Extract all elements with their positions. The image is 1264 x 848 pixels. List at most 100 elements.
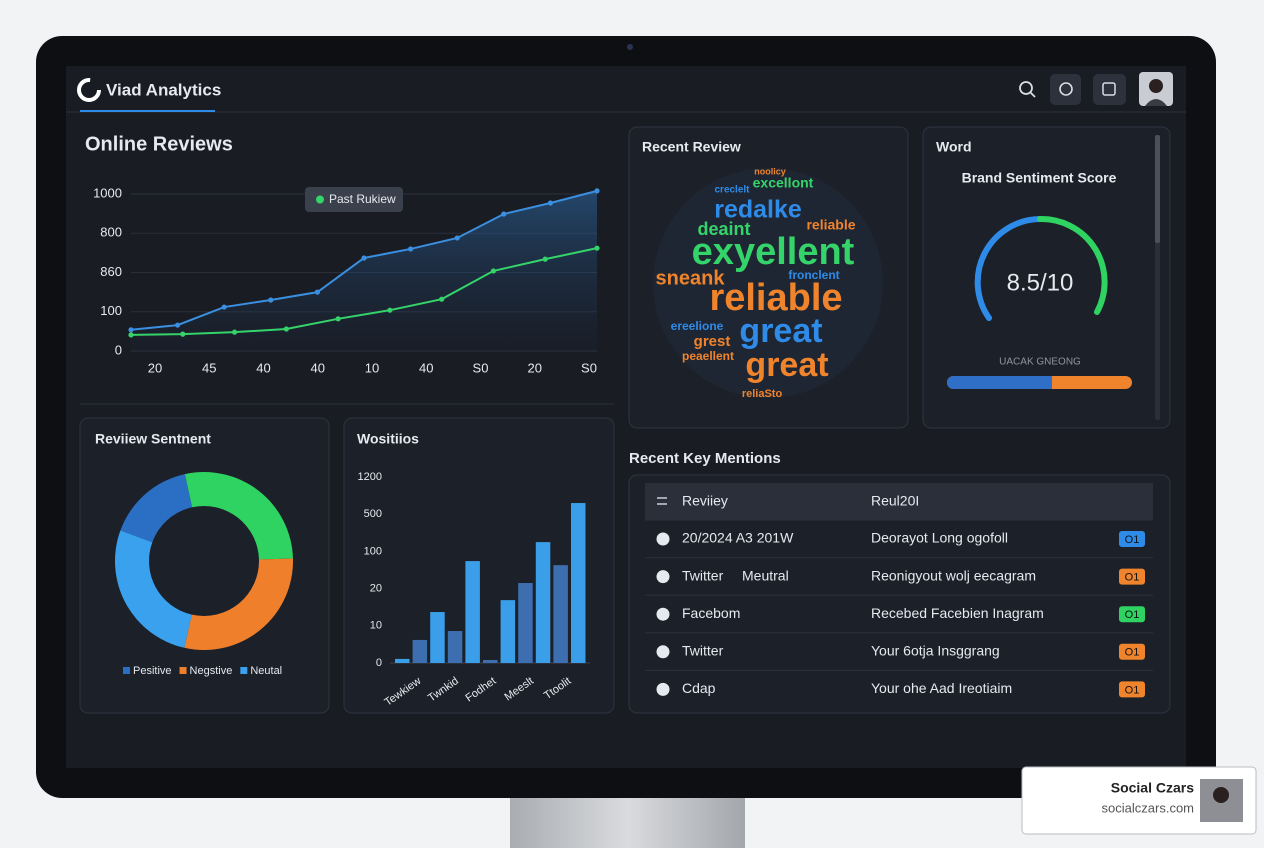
point <box>490 268 497 274</box>
point <box>547 200 554 206</box>
word: grest <box>694 333 731 350</box>
table-rows: 20/2024 A3 201W Deorayot Long ogofoll O1 Tw… <box>645 519 1153 698</box>
badge[interactable] <box>1119 606 1145 623</box>
column-header: Reul20I <box>871 493 919 509</box>
word: great <box>745 346 828 384</box>
section-title: Recent Key Mentions <box>629 450 781 467</box>
badge[interactable] <box>1119 681 1145 698</box>
progress-fill <box>947 376 1052 389</box>
word: excellont <box>753 175 814 191</box>
badge-label: O1 <box>1125 609 1140 621</box>
notification-button[interactable] <box>1093 74 1126 105</box>
gauge-caption: UACAK GNEONG <box>999 357 1081 368</box>
camera <box>627 44 633 50</box>
donut-segment <box>184 558 293 650</box>
bar <box>553 565 568 663</box>
source-icon <box>656 645 670 659</box>
point <box>387 307 393 313</box>
legend-swatch <box>123 667 130 674</box>
bar <box>430 612 445 663</box>
scrollbar-thumb[interactable] <box>1155 135 1160 243</box>
avatar[interactable] <box>1139 72 1173 106</box>
word-cloud-backdrop <box>653 168 883 398</box>
badge-label: O1 <box>1125 572 1140 584</box>
gauge-arc <box>1037 215 1108 315</box>
watermark-brand: Social Czars <box>1111 780 1194 796</box>
donut-segment <box>120 474 193 543</box>
point <box>175 322 181 328</box>
word: sneank <box>656 267 726 289</box>
mention-text: Deorayot Long ogofoll <box>871 530 1008 546</box>
panel-title: Word <box>936 139 972 155</box>
x-tick-label: S0 <box>473 360 489 375</box>
source: 20/2024 A3 201W <box>682 530 794 546</box>
badge[interactable] <box>1119 568 1145 585</box>
source-icon <box>656 570 670 584</box>
donut-chart: Pesitive Negstive Neutal <box>114 472 293 677</box>
point <box>231 329 238 335</box>
panel-title: Recent Review <box>642 139 741 155</box>
gauge-subtitle: Brand Sentiment Score <box>962 170 1117 186</box>
word: deaint <box>697 219 750 239</box>
search-button[interactable] <box>1019 81 1036 98</box>
point <box>180 331 186 337</box>
source-icon <box>656 607 670 621</box>
y-tick-label: 100 <box>100 303 122 318</box>
line <box>130 247 598 336</box>
badge[interactable] <box>1119 531 1145 547</box>
status: Meutral <box>742 567 789 583</box>
point <box>542 256 548 262</box>
y-tick-label: 860 <box>100 264 122 279</box>
menu-icon[interactable] <box>657 497 667 505</box>
point <box>335 316 341 322</box>
x-tick-label: S0 <box>581 360 597 375</box>
panel-title: Wositiios <box>357 431 419 447</box>
chat-button[interactable] <box>1050 74 1081 105</box>
mention-text: Your 6otja Insggrang <box>871 643 1000 659</box>
badge-label: O1 <box>1125 647 1140 659</box>
word: creclelt <box>714 185 750 196</box>
word: noolicy <box>754 166 786 176</box>
legend-swatch <box>179 667 187 674</box>
watermark-photo-face <box>1213 787 1229 803</box>
table-header <box>645 483 1153 520</box>
donut-segment <box>114 530 192 648</box>
legend-label: Neutal <box>250 665 282 677</box>
y-tick-label: 100 <box>364 545 382 557</box>
top-bar: Viad Analytics <box>66 72 1186 113</box>
app-title: Viad Analytics <box>106 80 221 99</box>
point <box>454 235 460 241</box>
bar <box>447 631 463 663</box>
source: Twitter <box>682 643 724 659</box>
source: Twitter <box>682 567 724 583</box>
bar <box>535 542 551 663</box>
y-tick-label: 1200 <box>358 471 382 483</box>
badge-label: O1 <box>1125 684 1140 696</box>
x-tick-label: 40 <box>419 360 433 375</box>
bar <box>518 583 533 663</box>
tooltip <box>305 187 403 212</box>
panel-title: Online Reviews <box>85 133 233 155</box>
donut-segment <box>184 472 293 560</box>
x-tick-label: 20 <box>528 360 542 375</box>
x-tick-label: 45 <box>202 360 216 375</box>
panel <box>922 126 1171 429</box>
point <box>128 332 134 338</box>
tooltip-dot <box>316 195 324 204</box>
panel <box>628 474 1171 714</box>
word: great <box>739 312 822 350</box>
y-tick-label: 1000 <box>93 185 122 200</box>
watermark-url: socialczars.com <box>1102 800 1194 815</box>
legend-swatch <box>240 667 248 674</box>
mention-text: Reonigyout wolj eecagram <box>871 567 1036 583</box>
badge[interactable] <box>1119 643 1145 660</box>
area <box>131 190 597 351</box>
x-tick-label: 40 <box>311 360 325 375</box>
point <box>283 326 289 332</box>
source-icon <box>656 682 670 696</box>
point <box>314 289 320 295</box>
y-tick-label: 500 <box>364 508 382 520</box>
point <box>408 246 414 252</box>
